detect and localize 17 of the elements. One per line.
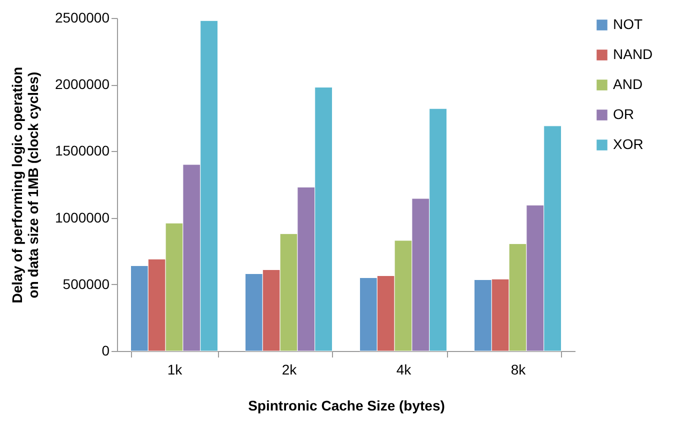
legend-label: AND (613, 76, 643, 92)
y-tick-label: 2000000 (54, 76, 110, 92)
x-tick-label: 2k (282, 362, 298, 378)
x-axis-title: Spintronic Cache Size (bytes) (248, 398, 445, 414)
y-tick-label: 2500000 (54, 10, 110, 26)
legend-label: NAND (613, 46, 653, 62)
y-tick-label: 500000 (62, 276, 110, 292)
y-tick-label: 1500000 (54, 142, 110, 159)
legend-label: OR (613, 106, 634, 122)
legend-label: XOR (613, 136, 644, 152)
x-tick-label: 4k (396, 362, 412, 378)
y-tick-label: 1000000 (54, 209, 110, 226)
x-tick-label: 1k (167, 362, 184, 378)
x-tick-label: 8k (510, 362, 527, 378)
legend-label: NOT (613, 16, 643, 32)
y-tick-label: 0 (102, 342, 110, 358)
y-axis-title: Delay of performing logic operation on data size of 1MB (clock cycles) (8, 66, 41, 304)
